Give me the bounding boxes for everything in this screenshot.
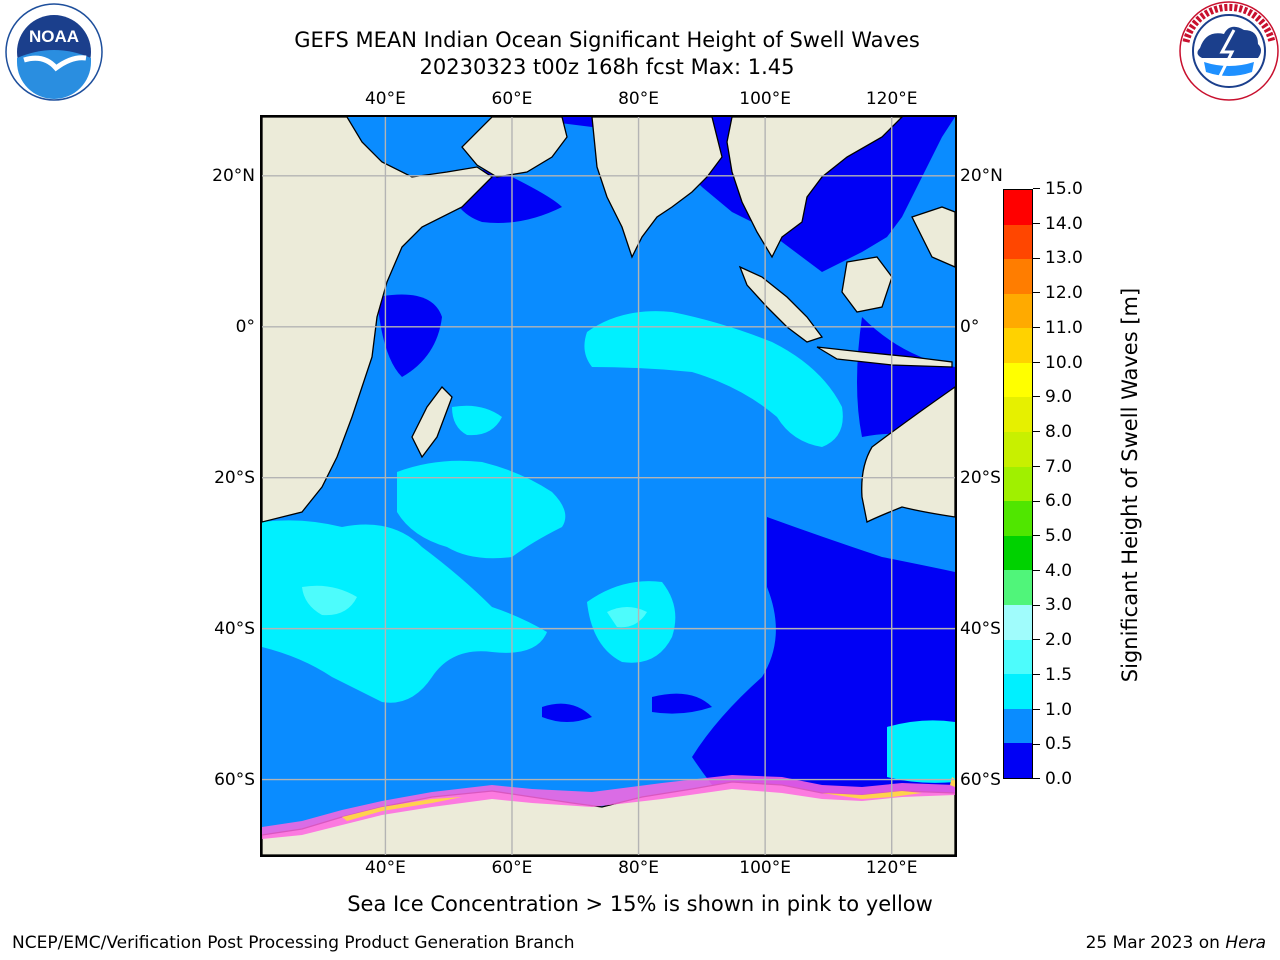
colorbar-segment <box>1004 190 1032 225</box>
colorbar-tick-mark <box>1033 465 1040 467</box>
colorbar-tick-mark <box>1033 361 1040 363</box>
colorbar-tick-mark <box>1033 708 1040 710</box>
colorbar-tick-label: 11.0 <box>1045 317 1083 338</box>
colorbar-tick-mark <box>1033 396 1040 398</box>
swell-band-1.0-1.5m <box>262 311 955 783</box>
left-tick-label: 20°N <box>212 165 255 186</box>
colorbar-segment <box>1004 708 1032 744</box>
colorbar-segment <box>1004 362 1032 398</box>
colorbar-tick-mark <box>1033 535 1040 537</box>
right-tick-label: 40°S <box>960 618 1001 639</box>
colorbar-segment <box>1004 259 1032 294</box>
colorbar-segment <box>1004 605 1032 640</box>
right-tick-label: 20°N <box>960 165 1003 186</box>
colorbar-tick-mark <box>1033 500 1040 502</box>
colorbar-segment <box>1004 224 1032 260</box>
bottom-tick-label: 80°E <box>618 858 659 878</box>
colorbar-tick-label: 0.5 <box>1045 734 1073 755</box>
colorbar-segment <box>1004 328 1032 363</box>
colorbar-segment <box>1004 466 1032 502</box>
left-tick-label: 40°S <box>214 618 255 639</box>
left-tick-label: 0° <box>235 316 255 337</box>
footer-credit: NCEP/EMC/Verification Post Processing Pr… <box>12 933 575 953</box>
left-tick-label: 20°S <box>214 467 255 488</box>
colorbar-tick-mark <box>1033 743 1040 745</box>
top-tick-label: 120°E <box>865 89 918 109</box>
colorbar-tick-label: 1.0 <box>1045 699 1073 720</box>
colorbar-tick-label: 13.0 <box>1045 248 1083 269</box>
noaa-logo-text: NOAA <box>29 27 79 46</box>
colorbar-tick-label: 8.0 <box>1045 421 1073 442</box>
colorbar-tick-mark <box>1033 327 1040 329</box>
colorbar-segment <box>1004 570 1032 606</box>
colorbar-segment <box>1004 397 1032 433</box>
right-tick-label: 20°S <box>960 467 1001 488</box>
colorbar-tick-mark <box>1033 570 1040 571</box>
footer-date-text: 25 Mar 2023 on <box>1085 933 1226 953</box>
top-tick-label: 80°E <box>618 89 659 109</box>
colorbar-tick-mark <box>1033 778 1040 780</box>
colorbar-tick-label: 6.0 <box>1045 491 1073 512</box>
top-tick-label: 40°E <box>364 89 406 109</box>
top-tick-label: 60°E <box>491 89 533 109</box>
top-tick-label: 100°E <box>739 89 791 109</box>
colorbar-tick-mark <box>1033 292 1040 294</box>
colorbar-tick-label: 10.0 <box>1045 352 1083 373</box>
colorbar-segment <box>1004 674 1032 709</box>
map-panel[interactable] <box>260 115 957 857</box>
footer-date: 25 Mar 2023 on Hera <box>1086 932 1266 954</box>
colorbar-tick-label: 9.0 <box>1045 387 1073 408</box>
nws-logo <box>1179 1 1279 101</box>
colorbar-title: Significant Height of Swell Waves [m] <box>1118 287 1142 683</box>
bottom-tick-label: 120°E <box>865 858 918 878</box>
colorbar-tick-label: 7.0 <box>1045 456 1073 477</box>
sea-ice-note: Sea Ice Concentration > 15% is shown in … <box>347 892 933 916</box>
colorbar-tick-mark <box>1033 257 1040 259</box>
colorbar-tick-label: 14.0 <box>1045 213 1083 234</box>
noaa-logo: NOAA <box>5 3 103 101</box>
colorbar-segment <box>1004 743 1032 778</box>
land <box>262 117 955 855</box>
colorbar-segment <box>1004 501 1032 536</box>
swell-band-1.5-2.0m <box>302 585 647 628</box>
colorbar-segment <box>1004 432 1032 467</box>
left-tick-label: 60°S <box>214 769 255 790</box>
bottom-tick-label: 100°E <box>739 858 791 878</box>
footer-host: Hera <box>1225 933 1266 953</box>
right-tick-label: 0° <box>960 316 980 337</box>
swell-height-map <box>262 117 955 855</box>
colorbar-tick-mark <box>1033 639 1040 641</box>
colorbar-tick-label: 4.0 <box>1045 560 1073 581</box>
bottom-tick-label: 60°E <box>491 858 533 878</box>
chart-subtitle: 20230323 t00z 168h fcst Max: 1.45 <box>419 55 795 79</box>
chart-title: GEFS MEAN Indian Ocean Significant Heigh… <box>294 28 920 52</box>
colorbar-tick-label: 1.5 <box>1045 664 1073 685</box>
colorbar-tick-label: 2.0 <box>1045 630 1073 651</box>
colorbar <box>1003 189 1033 779</box>
colorbar-tick-mark <box>1033 604 1040 606</box>
colorbar-tick-label: 5.0 <box>1045 526 1073 547</box>
colorbar-tick-label: 15.0 <box>1045 179 1083 199</box>
colorbar-tick-mark <box>1033 188 1040 190</box>
right-tick-label: 60°S <box>960 769 1001 790</box>
colorbar-tick-mark <box>1033 222 1040 224</box>
colorbar-segment <box>1004 639 1032 675</box>
colorbar-tick-label: 0.0 <box>1045 769 1073 789</box>
colorbar-tick-label: 12.0 <box>1045 283 1083 304</box>
colorbar-tick-label: 3.0 <box>1045 595 1073 616</box>
colorbar-segment <box>1004 293 1032 329</box>
colorbar-segment <box>1004 535 1032 571</box>
bottom-tick-label: 40°E <box>364 858 406 878</box>
colorbar-tick-mark <box>1033 674 1040 676</box>
map-gridlines <box>262 117 955 855</box>
colorbar-tick-mark <box>1033 431 1040 433</box>
